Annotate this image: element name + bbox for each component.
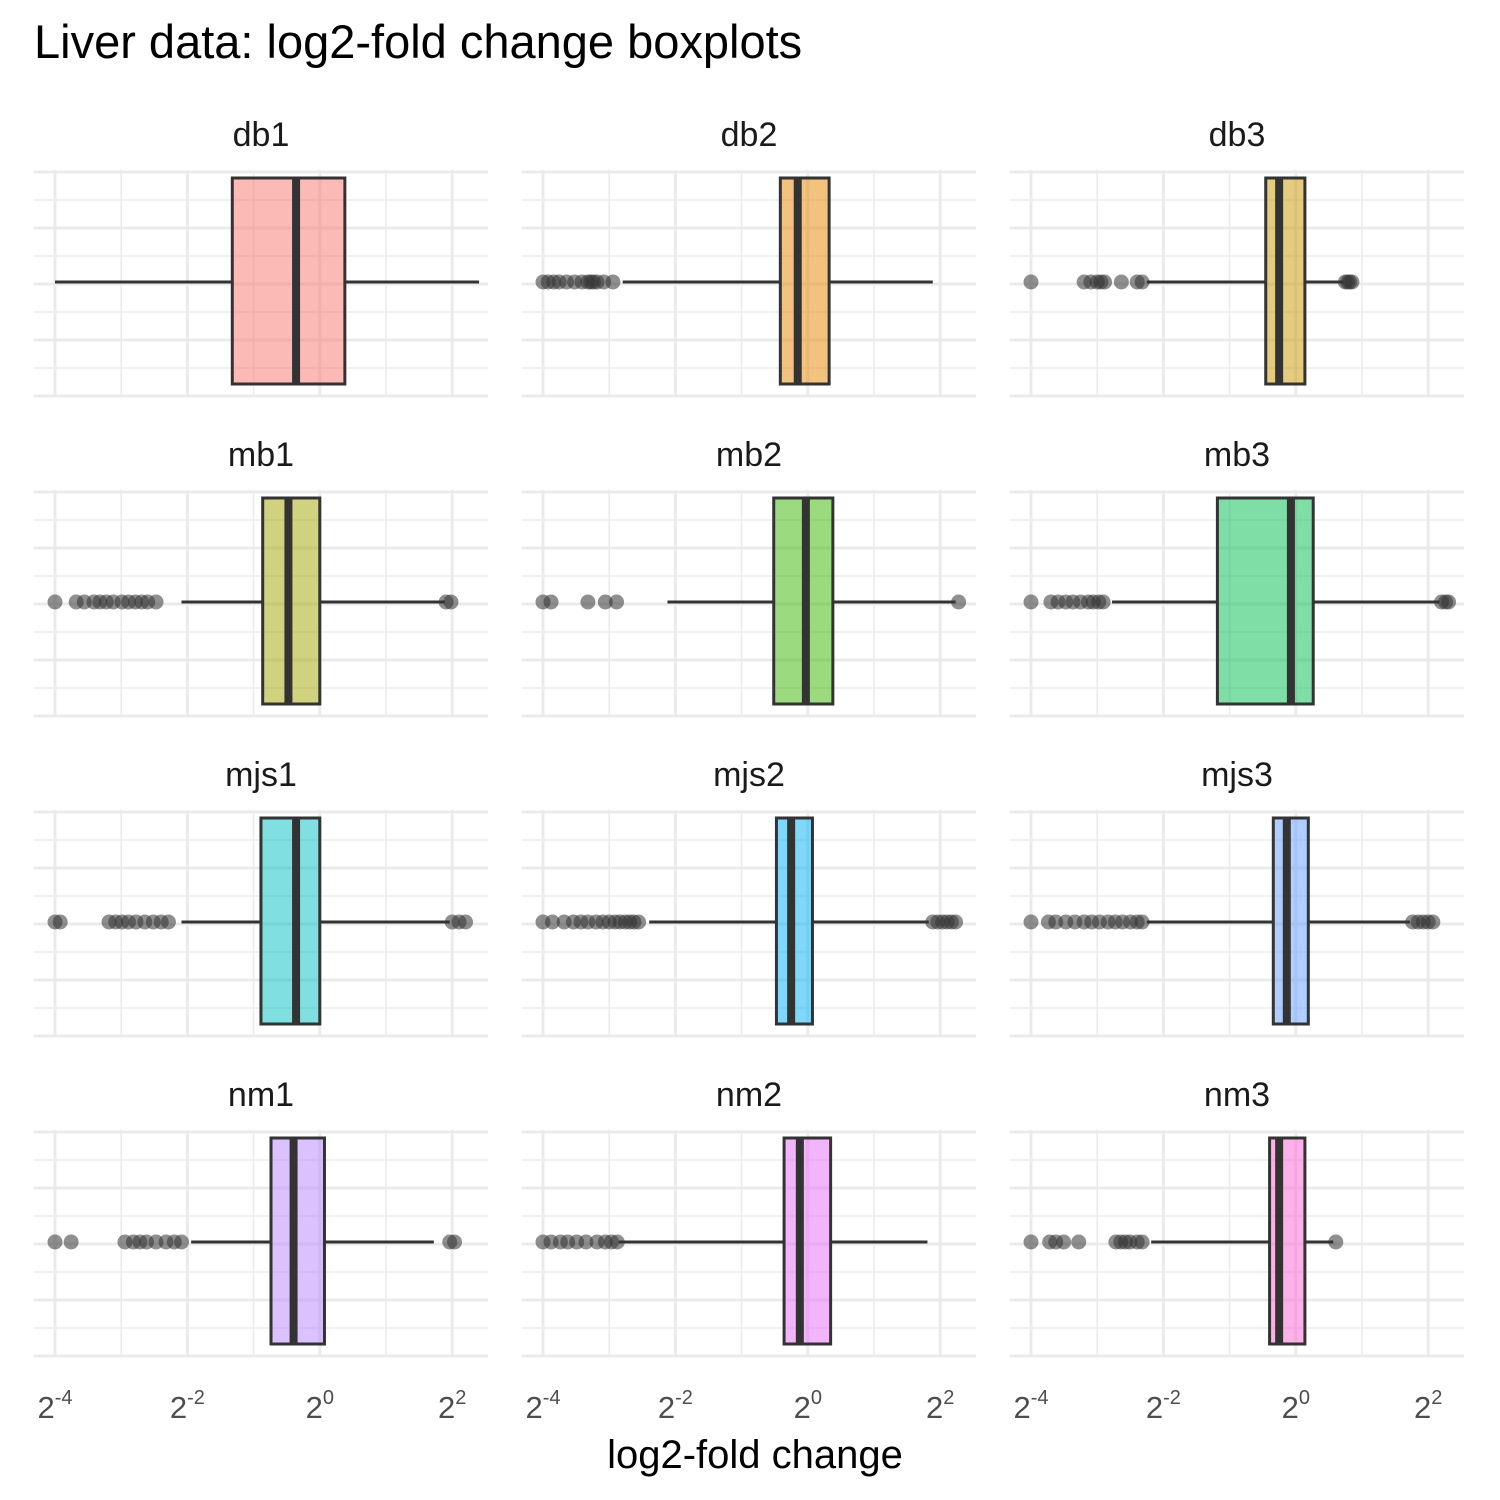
outlier-point xyxy=(609,1234,625,1250)
facet-panel-mb1: mb1 xyxy=(34,436,488,718)
outlier-point xyxy=(47,594,63,610)
outlier-point xyxy=(580,594,596,610)
outlier-point xyxy=(1425,914,1441,930)
box-iqr xyxy=(1271,816,1310,1026)
outlier-point xyxy=(63,1234,79,1250)
x-tick-label: 20 xyxy=(306,1387,334,1425)
x-axis-title: log2-fold change xyxy=(607,1433,903,1477)
x-tick-label: 2-4 xyxy=(37,1387,72,1425)
outlier-point xyxy=(597,594,613,610)
facet-panel-mb3: mb3 xyxy=(1010,436,1464,718)
facet-label: db3 xyxy=(1209,116,1266,154)
outlier-point xyxy=(1023,1234,1039,1250)
facet-panel-db2: db2 xyxy=(522,116,976,398)
facet-label: mjs3 xyxy=(1201,756,1273,794)
x-tick-label: 2-2 xyxy=(170,1387,205,1425)
x-tick-label: 22 xyxy=(926,1387,954,1425)
x-tick-label: 2-2 xyxy=(658,1387,693,1425)
facet-panel-db1: db1 xyxy=(34,116,488,398)
box-iqr xyxy=(782,1136,833,1346)
box-iqr xyxy=(1268,1136,1307,1346)
box-iqr xyxy=(230,176,347,386)
outlier-point xyxy=(578,1234,594,1250)
facet-label: mjs1 xyxy=(225,756,297,794)
facet-panel-mjs3: mjs3 xyxy=(1010,756,1464,1038)
facet-label: db1 xyxy=(233,116,290,154)
x-tick-label: 20 xyxy=(1282,1387,1310,1425)
outlier-point xyxy=(1023,274,1039,290)
x-tick-label: 2-4 xyxy=(1013,1387,1048,1425)
facet-label: nm3 xyxy=(1204,1076,1270,1114)
outlier-point xyxy=(47,1234,63,1250)
chart-title: Liver data: log2-fold change boxplots xyxy=(34,15,803,68)
outlier-point xyxy=(1134,914,1150,930)
box-iqr xyxy=(778,176,831,386)
facet-label: mb3 xyxy=(1204,436,1270,474)
outlier-point xyxy=(948,914,964,930)
facet-label: mb2 xyxy=(716,436,782,474)
outlier-point xyxy=(543,594,559,610)
outlier-point xyxy=(1328,1234,1344,1250)
outlier-point xyxy=(951,594,967,610)
facet-label: nm1 xyxy=(228,1076,294,1114)
outlier-point xyxy=(631,914,647,930)
x-tick-label: 22 xyxy=(438,1387,466,1425)
facet-label: nm2 xyxy=(716,1076,782,1114)
outlier-point xyxy=(447,1234,463,1250)
outlier-point xyxy=(458,914,474,930)
x-tick-label: 20 xyxy=(794,1387,822,1425)
outlier-point xyxy=(1095,594,1111,610)
outlier-point xyxy=(1441,594,1457,610)
x-tick-label: 2-2 xyxy=(1146,1387,1181,1425)
facet-panel-mb2: mb2 xyxy=(522,436,976,718)
outlier-point xyxy=(173,1234,189,1250)
outlier-point xyxy=(443,594,459,610)
facet-panel-db3: db3 xyxy=(1010,116,1464,398)
facet-panel-nm1: nm1 xyxy=(34,1076,488,1358)
facet-label: mjs2 xyxy=(713,756,785,794)
facet-panel-mjs1: mjs1 xyxy=(34,756,488,1038)
box-iqr xyxy=(1215,496,1315,706)
box-iqr xyxy=(259,816,322,1026)
facet-panel-nm2: nm2 xyxy=(522,1076,976,1358)
outlier-point xyxy=(1071,1234,1087,1250)
facet-panel-mjs2: mjs2 xyxy=(522,756,976,1038)
facet-label: mb1 xyxy=(228,436,294,474)
facet-panel-nm3: nm3 xyxy=(1010,1076,1464,1358)
outlier-point xyxy=(148,594,164,610)
outlier-point xyxy=(1056,1234,1072,1250)
x-tick-label: 2-4 xyxy=(525,1387,560,1425)
x-tick-label: 22 xyxy=(1414,1387,1442,1425)
outlier-point xyxy=(609,594,625,610)
outlier-point xyxy=(160,914,176,930)
outlier-point xyxy=(1097,274,1113,290)
outlier-point xyxy=(544,914,560,930)
outlier-point xyxy=(1023,914,1039,930)
outlier-point xyxy=(605,274,621,290)
facet-label: db2 xyxy=(721,116,778,154)
outlier-point xyxy=(1134,1234,1150,1250)
outlier-point xyxy=(1134,274,1150,290)
box-iqr xyxy=(1264,176,1307,386)
outlier-point xyxy=(1344,274,1360,290)
outlier-point xyxy=(1023,594,1039,610)
box-iqr xyxy=(269,1136,326,1346)
outlier-point xyxy=(52,914,68,930)
outlier-point xyxy=(1113,274,1129,290)
